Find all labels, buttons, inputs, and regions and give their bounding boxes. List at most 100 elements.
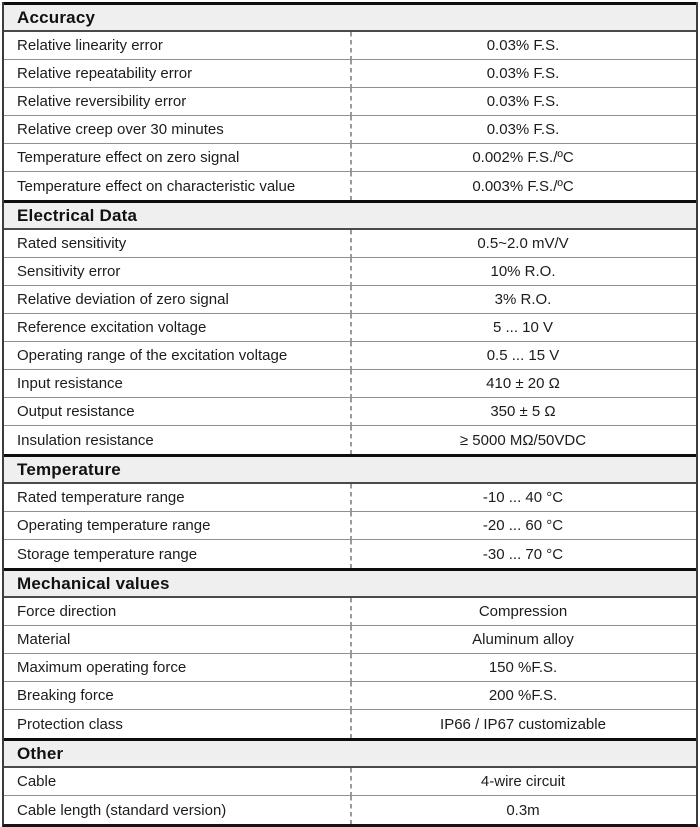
spec-label: Temperature effect on zero signal	[17, 149, 240, 166]
spec-value: 0.03% F.S.	[486, 65, 560, 82]
spec-label: Input resistance	[17, 375, 123, 392]
dashed-column-divider-line	[350, 512, 352, 539]
dashed-column-divider-line	[350, 60, 352, 87]
dashed-column-divider-line	[350, 682, 352, 709]
table-row: Force direction Compression	[4, 598, 696, 626]
dashed-column-divider-line	[350, 540, 352, 568]
section-rows: Force direction Compression Material Alu…	[4, 598, 696, 738]
dashed-column-divider-line	[350, 710, 352, 738]
spec-value: 0.03% F.S.	[486, 93, 560, 110]
table-row: Temperature effect on zero signal 0.002%…	[4, 144, 696, 172]
table-row: Relative deviation of zero signal 3% R.O…	[4, 286, 696, 314]
spec-label: Rated temperature range	[17, 489, 185, 506]
spec-value: 0.002% F.S./ºC	[472, 149, 574, 166]
table-row: Rated sensitivity 0.5~2.0 mV/V	[4, 230, 696, 258]
spec-value: 4-wire circuit	[480, 773, 566, 790]
dashed-column-divider-line	[350, 258, 352, 285]
table-row: Cable length (standard version) 0.3m	[4, 796, 696, 824]
spec-section: Accuracy Relative linearity error 0.03% …	[4, 2, 696, 200]
table-row: Operating temperature range -20 ... 60 °…	[4, 512, 696, 540]
table-row: Relative repeatability error 0.03% F.S.	[4, 60, 696, 88]
section-rows: Rated sensitivity 0.5~2.0 mV/V Sensitivi…	[4, 230, 696, 454]
table-row: Sensitivity error 10% R.O.	[4, 258, 696, 286]
table-row: Material Aluminum alloy	[4, 626, 696, 654]
table-row: Rated temperature range -10 ... 40 °C	[4, 484, 696, 512]
spec-value: 410 ± 20 Ω	[486, 375, 560, 392]
spec-label: Relative repeatability error	[17, 65, 193, 82]
table-row: Breaking force 200 %F.S.	[4, 682, 696, 710]
spec-section: Temperature Rated temperature range -10 …	[4, 454, 696, 568]
spec-label: Protection class	[17, 715, 123, 733]
spec-value: -20 ... 60 °C	[482, 517, 564, 534]
section-title: Temperature	[17, 459, 121, 479]
spec-label: Material	[17, 631, 71, 648]
spec-value: ≥ 5000 MΩ/50VDC	[459, 431, 587, 449]
table-row: Insulation resistance ≥ 5000 MΩ/50VDC	[4, 426, 696, 454]
section-title: Other	[17, 743, 64, 763]
spec-label: Rated sensitivity	[17, 235, 127, 252]
table-row: Input resistance 410 ± 20 Ω	[4, 370, 696, 398]
dashed-column-divider-line	[350, 172, 352, 200]
spec-label: Relative deviation of zero signal	[17, 291, 229, 308]
section-title: Electrical Data	[17, 205, 138, 225]
section-header: Mechanical values	[4, 568, 696, 598]
spec-label: Storage temperature range	[17, 545, 198, 563]
spec-label: Temperature effect on characteristic val…	[17, 177, 296, 195]
spec-value: 0.03% F.S.	[486, 37, 560, 54]
dashed-column-divider-line	[350, 398, 352, 425]
dashed-column-divider-line	[350, 230, 352, 257]
spec-value: 200 %F.S.	[488, 687, 558, 704]
section-header: Temperature	[4, 454, 696, 484]
spec-value: 10% R.O.	[490, 263, 556, 280]
spec-value: IP66 / IP67 customizable	[440, 715, 606, 733]
dashed-column-divider-line	[350, 144, 352, 171]
section-header: Electrical Data	[4, 200, 696, 230]
section-rows: Cable 4-wire circuit Cable length (stand…	[4, 768, 696, 824]
spec-value: 0.5 ... 15 V	[486, 347, 560, 364]
section-title: Mechanical values	[17, 573, 170, 593]
spec-value: 0.003% F.S./ºC	[472, 177, 574, 195]
spec-section: Other Cable 4-wire circuit Cable length …	[4, 738, 696, 824]
dashed-column-divider-line	[350, 426, 352, 454]
table-row: Relative linearity error 0.03% F.S.	[4, 32, 696, 60]
spec-label: Output resistance	[17, 403, 135, 420]
spec-label: Operating range of the excitation voltag…	[17, 347, 288, 364]
spec-label: Operating temperature range	[17, 517, 211, 534]
dashed-column-divider-line	[350, 654, 352, 681]
table-row: Reference excitation voltage 5 ... 10 V	[4, 314, 696, 342]
section-rows: Rated temperature range -10 ... 40 °C Op…	[4, 484, 696, 568]
dashed-column-divider-line	[350, 796, 352, 824]
dashed-column-divider-line	[350, 116, 352, 143]
section-header: Other	[4, 738, 696, 768]
spec-value: 350 ± 5 Ω	[490, 403, 556, 420]
spec-value: Aluminum alloy	[472, 631, 574, 648]
section-header: Accuracy	[4, 2, 696, 32]
dashed-column-divider-line	[350, 768, 352, 795]
table-row: Relative reversibility error 0.03% F.S.	[4, 88, 696, 116]
spec-value: 5 ... 10 V	[492, 319, 554, 336]
spec-label: Sensitivity error	[17, 263, 121, 280]
spec-value: Compression	[478, 603, 568, 620]
spec-label: Relative reversibility error	[17, 93, 187, 110]
dashed-column-divider-line	[350, 370, 352, 397]
spec-section: Mechanical values Force direction Compre…	[4, 568, 696, 738]
spec-label: Relative linearity error	[17, 37, 163, 54]
dashed-column-divider-line	[350, 484, 352, 511]
spec-label: Cable length (standard version)	[17, 801, 227, 819]
spec-label: Relative creep over 30 minutes	[17, 121, 224, 138]
spec-label: Insulation resistance	[17, 431, 154, 449]
table-row: Temperature effect on characteristic val…	[4, 172, 696, 200]
spec-section: Electrical Data Rated sensitivity 0.5~2.…	[4, 200, 696, 454]
section-rows: Relative linearity error 0.03% F.S. Rela…	[4, 32, 696, 200]
spec-value: -10 ... 40 °C	[482, 489, 564, 506]
table-row: Output resistance 350 ± 5 Ω	[4, 398, 696, 426]
spec-value: 0.3m	[506, 801, 540, 819]
table-row: Protection class IP66 / IP67 customizabl…	[4, 710, 696, 738]
table-row: Relative creep over 30 minutes 0.03% F.S…	[4, 116, 696, 144]
spec-value: 3% R.O.	[494, 291, 552, 308]
dashed-column-divider-line	[350, 598, 352, 625]
spec-label: Breaking force	[17, 687, 114, 704]
spec-label: Maximum operating force	[17, 659, 187, 676]
spec-value: 150 %F.S.	[488, 659, 558, 676]
